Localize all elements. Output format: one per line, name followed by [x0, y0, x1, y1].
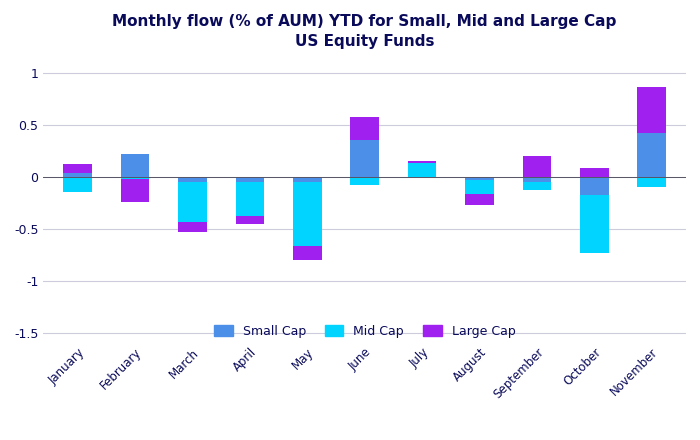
- Bar: [178, 182, 206, 221]
- Legend: Small Cap, Mid Cap, Large Cap: Small Cap, Mid Cap, Large Cap: [209, 319, 520, 343]
- Title: Monthly flow (% of AUM) YTD for Small, Mid and Large Cap
US Equity Funds: Monthly flow (% of AUM) YTD for Small, M…: [113, 14, 617, 49]
- Bar: [120, 179, 149, 202]
- Bar: [63, 177, 92, 192]
- Bar: [637, 133, 666, 177]
- Bar: [637, 177, 666, 187]
- Bar: [235, 182, 264, 216]
- Bar: [465, 194, 493, 205]
- Bar: [522, 182, 551, 190]
- Bar: [63, 172, 92, 177]
- Bar: [407, 163, 436, 177]
- Bar: [235, 177, 264, 182]
- Bar: [350, 117, 379, 140]
- Bar: [178, 221, 206, 232]
- Bar: [120, 154, 149, 177]
- Bar: [178, 177, 206, 182]
- Bar: [293, 177, 321, 182]
- Bar: [407, 161, 436, 163]
- Bar: [120, 177, 149, 179]
- Bar: [63, 164, 92, 172]
- Bar: [350, 177, 379, 185]
- Bar: [580, 177, 608, 195]
- Bar: [522, 156, 551, 177]
- Bar: [350, 140, 379, 177]
- Bar: [293, 246, 321, 260]
- Bar: [235, 216, 264, 224]
- Bar: [580, 195, 608, 253]
- Bar: [465, 177, 493, 180]
- Bar: [293, 182, 321, 246]
- Bar: [465, 180, 493, 194]
- Bar: [522, 177, 551, 182]
- Bar: [580, 169, 608, 177]
- Bar: [637, 87, 666, 133]
